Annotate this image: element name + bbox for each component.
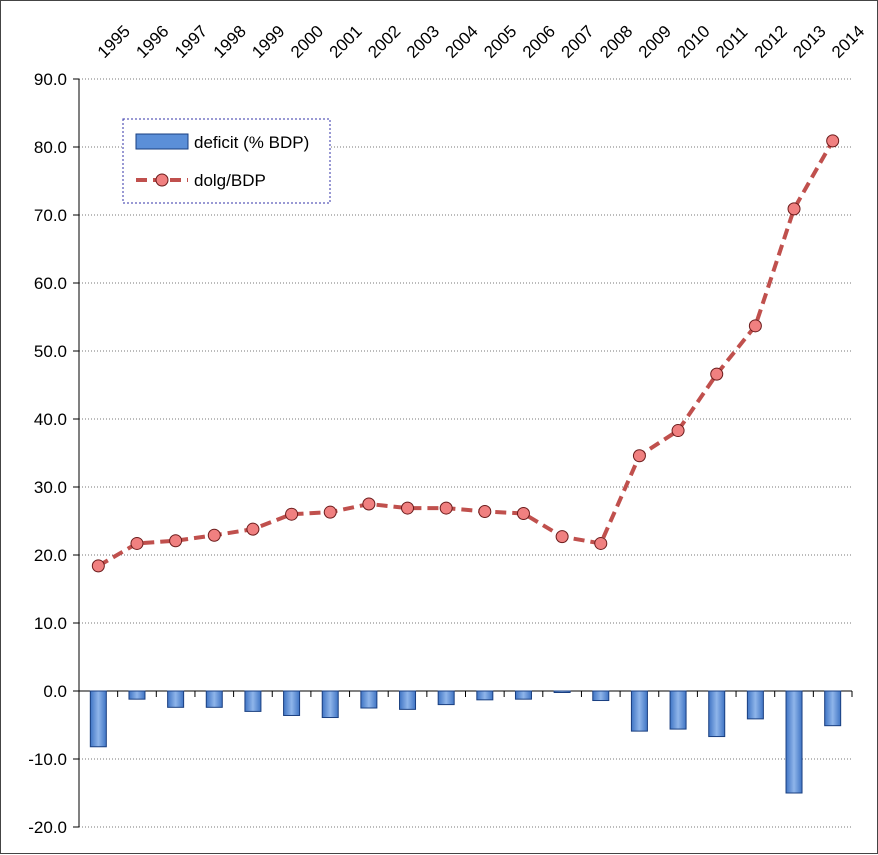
debt-point [401, 501, 415, 515]
x-tick-label: 1996 [132, 22, 172, 62]
debt-point [362, 497, 376, 511]
deficit-bar [283, 690, 301, 716]
x-tick-label: 2011 [712, 23, 751, 62]
debt-point [439, 501, 453, 515]
x-tick-label: 1998 [210, 22, 250, 62]
deficit-bars [89, 690, 842, 794]
deficit-bar [824, 690, 842, 727]
debt-point [246, 522, 260, 536]
debt-point [632, 449, 646, 463]
y-tick-label: 70.0 [34, 206, 67, 225]
x-tick-label: 2004 [442, 22, 482, 62]
x-tick-label: 2002 [364, 22, 404, 62]
legend-box [122, 118, 331, 204]
x-tick-label: 2000 [287, 22, 327, 62]
legend: deficit (% BDP) dolg/BDP [122, 118, 331, 204]
x-tick-label: 2001 [326, 22, 366, 62]
debt-point [671, 424, 685, 438]
y-tick-label: -10.0 [28, 750, 67, 769]
x-tick-label: 1995 [94, 22, 134, 62]
deficit-bar [399, 690, 417, 710]
y-tick-label: 90.0 [34, 70, 67, 89]
deficit-bar [205, 690, 223, 708]
debt-point [826, 134, 840, 148]
legend-bar-swatch [135, 133, 189, 150]
deficit-bar [167, 690, 185, 708]
debt-point [169, 534, 183, 548]
debt-point [787, 202, 801, 216]
debt-series-line [97, 139, 835, 568]
deficit-bar [89, 690, 107, 748]
x-tick-label: 2009 [635, 22, 675, 62]
x-tick-label: 2008 [596, 22, 636, 62]
y-tick-label: 60.0 [34, 274, 67, 293]
deficit-bar [476, 690, 494, 701]
deficit-bar [785, 690, 803, 794]
x-tick-label: 2012 [751, 22, 791, 62]
x-tick-label: 2006 [519, 22, 559, 62]
deficit-bar [553, 690, 571, 693]
y-tick-label: 40.0 [34, 410, 67, 429]
deficit-bar [128, 690, 146, 700]
x-tick-label: 2007 [558, 22, 598, 62]
deficit-bar [437, 690, 455, 706]
y-tick-label: 0.0 [43, 682, 67, 701]
debt-point [748, 319, 762, 333]
y-tick-label: -20.0 [28, 818, 67, 837]
deficit-bar [360, 690, 378, 709]
debt-point [555, 530, 569, 544]
debt-point [130, 536, 144, 550]
debt-point [323, 505, 337, 519]
deficit-bar [514, 690, 532, 700]
y-tick-label: 80.0 [34, 138, 67, 157]
x-tick-label: 2014 [828, 22, 868, 62]
legend-label-deficit: deficit (% BDP) [194, 133, 309, 152]
x-tick-label: 2005 [480, 22, 520, 62]
debt-point [710, 367, 724, 381]
debt-point [516, 507, 530, 521]
deficit-bar [244, 690, 262, 712]
debt-line [91, 134, 840, 573]
debt-point [91, 559, 105, 573]
deficit-bar [321, 690, 339, 719]
debt-point [594, 536, 608, 550]
y-tick-label: 50.0 [34, 342, 67, 361]
debt-point [285, 507, 299, 521]
x-tick-label: 1997 [171, 22, 211, 62]
legend-label-debt: dolg/BDP [194, 171, 266, 190]
deficit-bar [592, 690, 610, 702]
legend-line-marker [155, 173, 169, 187]
x-tick-label: 2003 [403, 22, 443, 62]
y-tick-label: 30.0 [34, 478, 67, 497]
debt-point [478, 504, 492, 518]
x-tick-label: 2013 [789, 22, 829, 62]
deficit-bar [746, 690, 764, 720]
y-tick-label: 20.0 [34, 546, 67, 565]
x-tick-label: 2010 [673, 22, 713, 62]
deficit-bar [669, 690, 687, 730]
y-tick-label: 10.0 [34, 614, 67, 633]
x-tick-label: 1999 [248, 22, 288, 62]
deficit-bar [708, 690, 726, 738]
y-axis: 90.0 80.0 70.0 60.0 50.0 40.0 30.0 20.0 10.0 0.0 -… [28, 70, 80, 837]
deficit-bar [630, 690, 648, 732]
debt-point [207, 528, 221, 542]
